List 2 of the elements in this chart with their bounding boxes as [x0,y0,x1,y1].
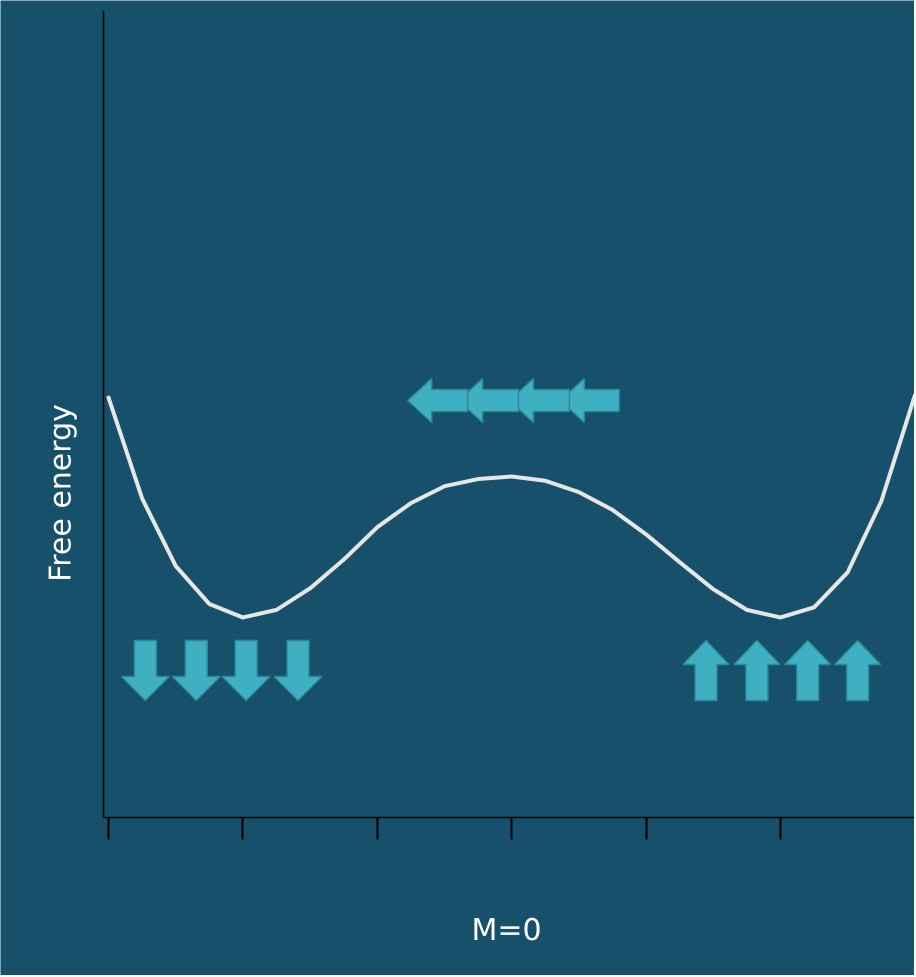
y-axis-title: Free energy [44,404,78,582]
x-axis-title: M=0 [471,913,542,948]
